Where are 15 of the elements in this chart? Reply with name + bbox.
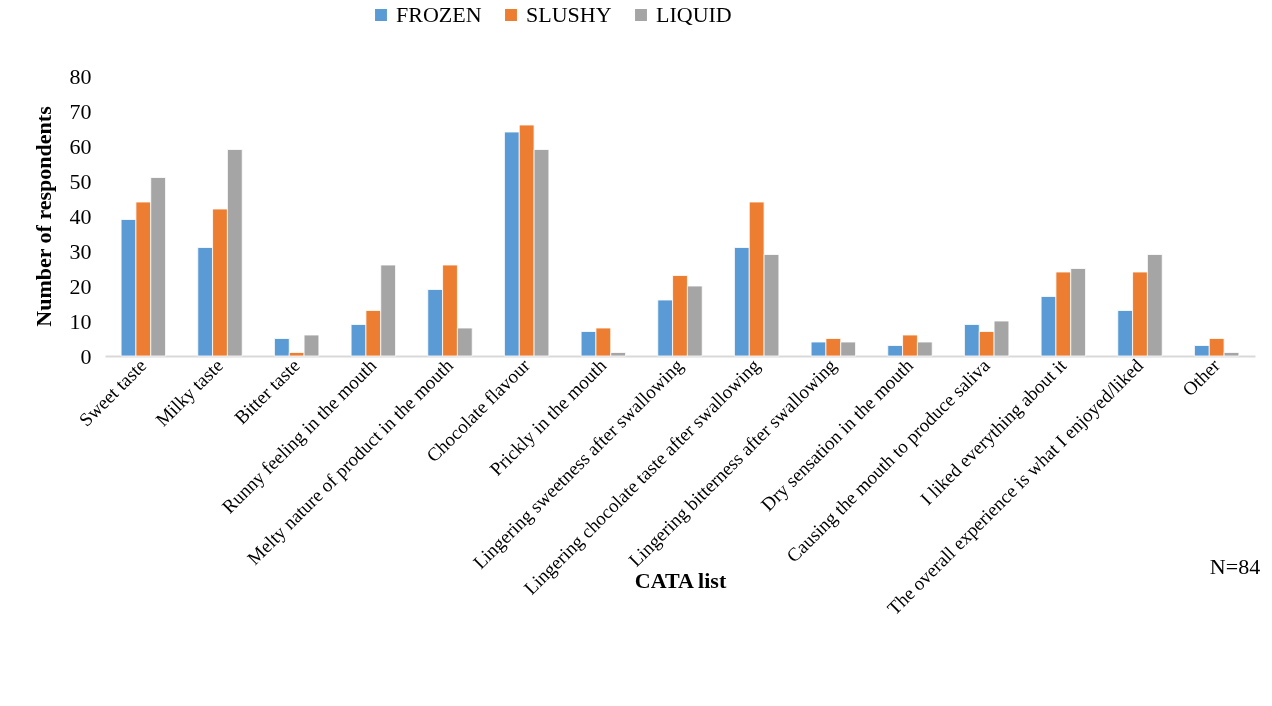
y-tick-label: 80	[69, 63, 92, 89]
x-axis-title: CATA list	[634, 567, 727, 593]
y-tick-label: 70	[69, 98, 92, 124]
y-tick-label: 10	[69, 308, 92, 334]
legend-label: FROZEN	[396, 2, 482, 27]
y-tick-label: 60	[69, 133, 92, 159]
legend-label: SLUSHY	[526, 2, 612, 27]
y-tick-label: 20	[69, 273, 92, 299]
y-tick-label: 40	[69, 203, 92, 229]
legend-label: LIQUID	[656, 2, 732, 27]
y-tick-label: 30	[69, 238, 92, 264]
y-axis-title: Number of respondents	[30, 105, 56, 327]
y-tick-label: 50	[69, 168, 92, 194]
text: N=84	[1209, 554, 1261, 579]
y-tick-label: 0	[80, 343, 92, 369]
